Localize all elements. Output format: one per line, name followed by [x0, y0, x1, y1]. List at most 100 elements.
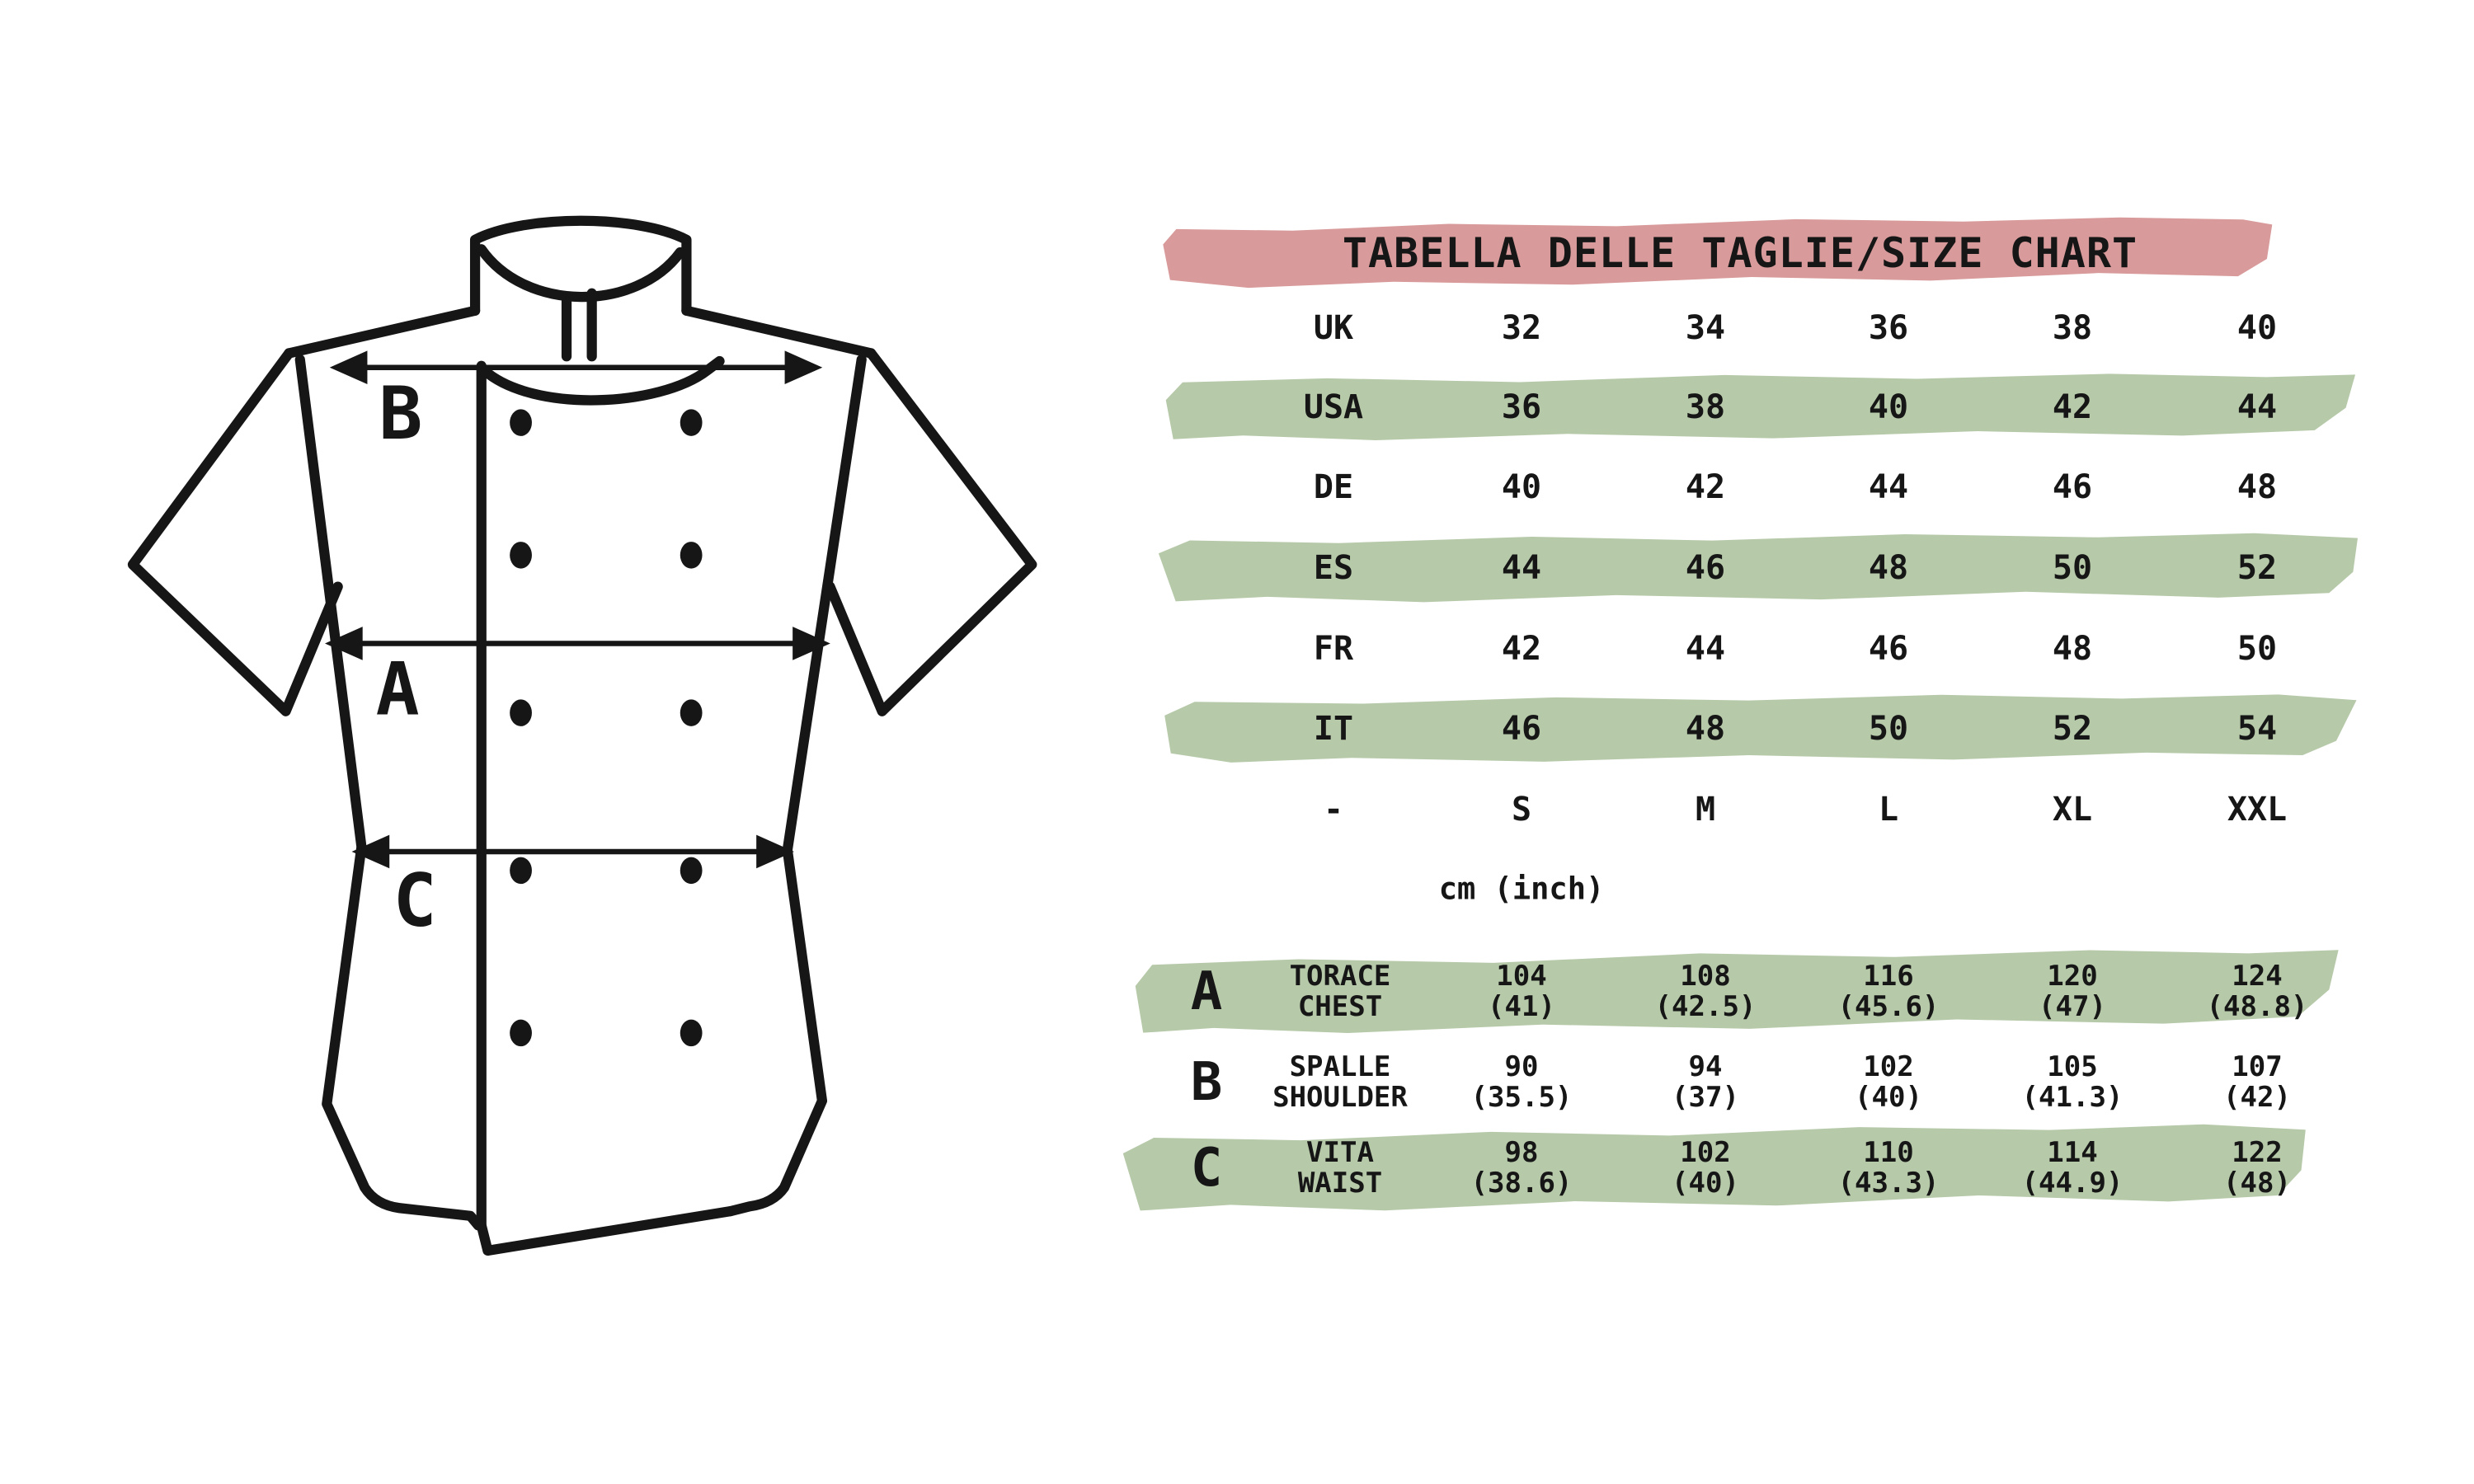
measurement-value-cm: 98	[1504, 1136, 1539, 1169]
measurement-value-inch: (42.5)	[1654, 990, 1757, 1023]
measurement-value-cm: 94	[1688, 1050, 1723, 1083]
measurement-value-inch: (40)	[1672, 1167, 1739, 1200]
measurement-cell: 116 (45.6)	[1838, 961, 1940, 1022]
measurement-value-cm: 124	[2232, 960, 2283, 993]
size-cell: 44	[2236, 388, 2278, 426]
jacket-left-sleeve	[127, 348, 343, 716]
jacket-shoulders	[284, 305, 877, 359]
measurement-value-cm: 104	[1496, 960, 1547, 993]
jacket-right-sleeve	[825, 348, 1037, 716]
measurement-label-en: CHEST	[1297, 990, 1383, 1023]
size-cell: 40	[1868, 388, 1909, 426]
measurement-cell: 102 (40)	[1855, 1052, 1922, 1113]
diagram-label-waist: C	[393, 858, 437, 943]
size-cell: S	[1511, 791, 1532, 829]
size-cell: 46	[1868, 630, 1909, 668]
size-cell: 44	[1868, 468, 1909, 506]
measurement-value-cm: 122	[2232, 1136, 2283, 1169]
measurement-value-inch: (41)	[1488, 990, 1555, 1023]
size-cell: 36	[1501, 388, 1542, 426]
measurement-cell: 120 (47)	[2039, 961, 2106, 1022]
measurement-label: VITA WAIST	[1298, 1138, 1382, 1199]
size-row-label: DE	[1313, 468, 1354, 506]
measurement-label-en: WAIST	[1297, 1167, 1383, 1200]
measurement-value-inch: (40)	[1855, 1081, 1922, 1114]
jacket-collar	[469, 215, 692, 316]
jacket-collar-slit	[561, 288, 597, 362]
measurement-letter: C	[1190, 1138, 1223, 1199]
size-cell: 42	[2052, 388, 2093, 426]
size-cell: 48	[1685, 710, 1726, 748]
measurement-value-inch: (42)	[2223, 1081, 2291, 1114]
size-cell: XL	[2052, 791, 2093, 829]
size-cell: 50	[2236, 630, 2278, 668]
size-cell: 48	[1868, 549, 1909, 587]
size-cell: 34	[1685, 309, 1726, 347]
measurement-value-cm: 102	[1680, 1136, 1731, 1169]
size-cell: 54	[2236, 710, 2278, 748]
measurement-value-inch: (45.6)	[1837, 990, 1940, 1023]
measurement-value-inch: (44.9)	[2021, 1167, 2124, 1200]
size-cell: 46	[2052, 468, 2093, 506]
size-cell: L	[1878, 791, 1899, 829]
measurement-cell: 108 (42.5)	[1655, 961, 1757, 1022]
measurement-value-cm: 116	[1863, 960, 1914, 993]
jacket-hem-overlap	[476, 1205, 736, 1256]
measurement-value-inch: (43.3)	[1837, 1167, 1940, 1200]
size-cell: 38	[1685, 388, 1726, 426]
measurement-cell: 107 (42)	[2223, 1052, 2291, 1113]
measurement-value-cm: 110	[1863, 1136, 1914, 1169]
size-cell: 48	[2052, 630, 2093, 668]
measurement-cell: 90 (35.5)	[1471, 1052, 1573, 1113]
size-row-label: IT	[1313, 710, 1354, 748]
jacket-left-body	[294, 355, 484, 1231]
measurement-label-en: SHOULDER	[1272, 1081, 1408, 1114]
size-row-label: UK	[1313, 309, 1354, 347]
size-cell: 52	[2052, 710, 2093, 748]
measurement-cell: 94 (37)	[1672, 1052, 1739, 1113]
measure-arrow-shoulder	[329, 350, 823, 385]
size-row-label: -	[1323, 791, 1344, 829]
measure-arrow-waist	[351, 834, 794, 869]
measurement-value-cm: 114	[2047, 1136, 2098, 1169]
size-cell: 36	[1868, 309, 1909, 347]
diagram-label-shoulder: B	[379, 371, 422, 456]
measurement-value-cm: 108	[1680, 960, 1731, 993]
measurement-label: SPALLE SHOULDER	[1272, 1052, 1408, 1113]
jacket-front-neck-curve	[479, 355, 725, 406]
measurement-value-inch: (35.5)	[1470, 1081, 1573, 1114]
measurement-value-inch: (38.6)	[1470, 1167, 1573, 1200]
measurement-cell: 105 (41.3)	[2022, 1052, 2124, 1113]
measurement-value-cm: 120	[2047, 960, 2098, 993]
size-cell: 42	[1501, 630, 1542, 668]
size-row-label: FR	[1313, 630, 1354, 668]
measurement-value-cm: 90	[1504, 1050, 1539, 1083]
measurement-value-inch: (48.8)	[2206, 990, 2308, 1023]
measurement-label-it: SPALLE	[1289, 1050, 1391, 1083]
measurement-label-it: TORACE	[1289, 960, 1391, 993]
measurement-cell: 110 (43.3)	[1838, 1138, 1940, 1199]
size-cell: 46	[1685, 549, 1726, 587]
measurement-cell: 104 (41)	[1488, 961, 1555, 1022]
size-cell: 48	[2236, 468, 2278, 506]
size-cell: 40	[1501, 468, 1542, 506]
size-cell: 50	[2052, 549, 2093, 587]
size-row-label: ES	[1313, 549, 1354, 587]
size-row-label: USA	[1303, 388, 1364, 426]
measurement-letter: B	[1190, 1052, 1223, 1113]
measurement-cell: 122 (48)	[2223, 1138, 2291, 1199]
measurement-label-it: VITA	[1306, 1136, 1374, 1169]
jacket-collar-neckline	[476, 244, 685, 303]
jacket-right-body	[725, 355, 867, 1217]
size-cell: 44	[1501, 549, 1542, 587]
size-cell: XXL	[2227, 791, 2288, 829]
size-cell: 32	[1501, 309, 1542, 347]
unit-note: cm (inch)	[1438, 871, 1605, 907]
diagram-label-chest: A	[376, 647, 420, 732]
size-cell: 38	[2052, 309, 2093, 347]
size-cell: 42	[1685, 468, 1726, 506]
size-cell: 44	[1685, 630, 1726, 668]
size-cell: 46	[1501, 710, 1542, 748]
